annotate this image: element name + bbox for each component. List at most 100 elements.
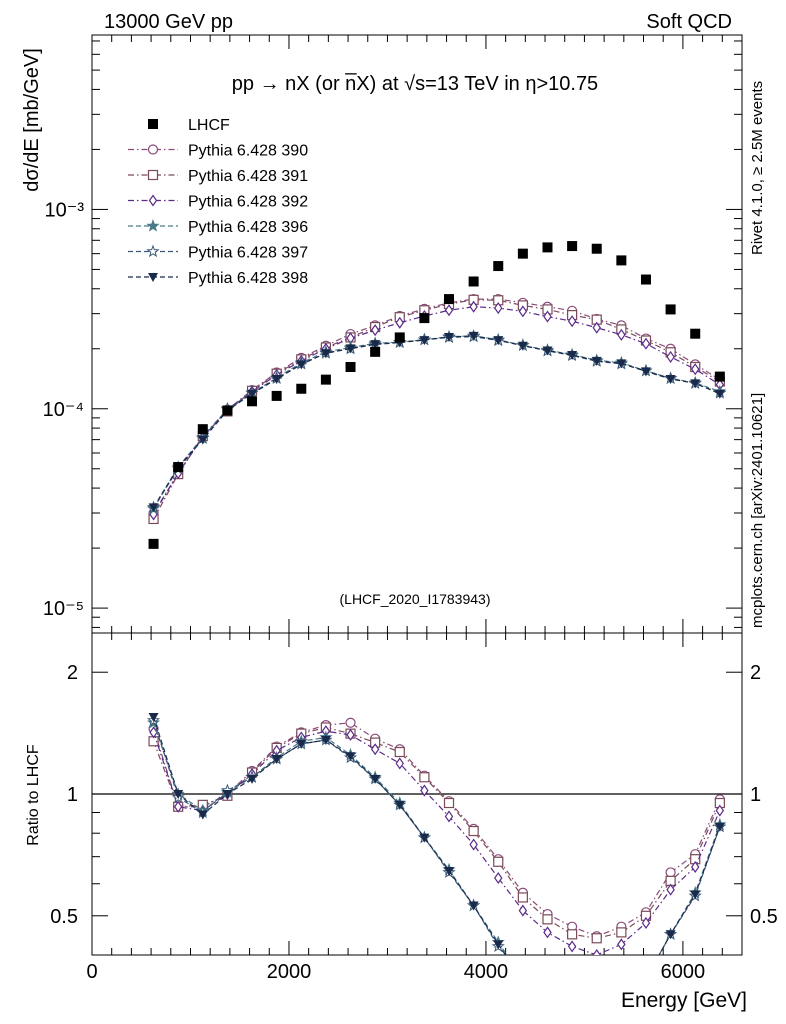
legend-item-data: LHCF bbox=[148, 117, 230, 134]
ratio-point-p391 bbox=[468, 825, 479, 837]
ratio-point-p391 bbox=[517, 892, 528, 903]
ratio-point-p398 bbox=[222, 790, 233, 799]
main-plot-title: pp → nX (or n̅X) at √s=13 TeV in η>10.75 bbox=[232, 72, 598, 95]
data-point-p392 bbox=[641, 337, 651, 350]
data-point-p398 bbox=[247, 389, 258, 399]
data-point-data bbox=[640, 274, 651, 285]
data-point-p398 bbox=[148, 503, 159, 513]
data-point-data bbox=[468, 276, 479, 287]
ratio-point-p392 bbox=[715, 804, 725, 817]
ratio-point-p398 bbox=[271, 755, 282, 765]
ratio-point-p398 bbox=[197, 810, 208, 820]
ratio-point-p392 bbox=[592, 948, 601, 955]
legend-label: Pythia 6.428 390 bbox=[188, 143, 308, 160]
data-point-data bbox=[690, 328, 701, 339]
series-data bbox=[148, 241, 725, 549]
data-point-data bbox=[444, 294, 455, 305]
legend-marker bbox=[147, 169, 159, 181]
legend-item-p397: Pythia 6.428 397 bbox=[128, 245, 308, 262]
data-point-p392 bbox=[494, 302, 503, 315]
ratio-point-p391 bbox=[493, 856, 504, 867]
ratio-point-p392 bbox=[469, 838, 478, 851]
data-point-data bbox=[394, 332, 405, 343]
ratio-axis-ticks: 0 2000 4000 6000 0.5 0.5 1 1 2 2 bbox=[50, 633, 778, 983]
data-point-data bbox=[173, 462, 184, 473]
x-axis-label: Energy [GeV] bbox=[621, 989, 747, 1012]
data-point-data bbox=[222, 405, 233, 416]
ratio-point-p398 bbox=[394, 800, 405, 810]
ratio-point-p392 bbox=[641, 916, 651, 930]
legend-item-p398: Pythia 6.428 398 bbox=[128, 270, 308, 287]
data-point-p398 bbox=[567, 351, 578, 361]
data-point-p398 bbox=[517, 341, 528, 351]
legend-marker bbox=[146, 219, 160, 232]
legend-label: Pythia 6.428 396 bbox=[188, 219, 308, 236]
data-point-p398 bbox=[271, 375, 282, 385]
legend-item-p396: Pythia 6.428 396 bbox=[128, 219, 308, 236]
y-tick-label-ratio: 1 bbox=[67, 784, 78, 806]
category-header: Soft QCD bbox=[646, 11, 732, 33]
ratio-point-p398 bbox=[690, 890, 701, 900]
legend-marker bbox=[148, 119, 158, 129]
series-line-p392 bbox=[153, 306, 721, 515]
legend-marker bbox=[147, 144, 159, 155]
y-tick-label-ratio: 2 bbox=[67, 662, 78, 684]
data-point-data bbox=[197, 424, 208, 435]
legend: LHCF Pythia 6.428 390 Pythia 6.428 391 Pyth… bbox=[128, 117, 308, 287]
data-point-p392 bbox=[395, 316, 404, 329]
legend-item-p390: Pythia 6.428 390 bbox=[128, 143, 308, 160]
ratio-point-p398 bbox=[320, 735, 331, 745]
data-point-data bbox=[419, 313, 430, 324]
ratio-point-p391 bbox=[591, 933, 602, 944]
ratio-point-p391 bbox=[567, 929, 578, 940]
legend-label: Pythia 6.428 392 bbox=[188, 194, 308, 211]
data-point-data bbox=[542, 242, 553, 253]
data-point-data bbox=[320, 374, 331, 385]
data-point-p398 bbox=[591, 356, 602, 366]
legend-label: Pythia 6.428 397 bbox=[188, 245, 308, 262]
legend-marker bbox=[148, 273, 158, 282]
data-point-p398 bbox=[690, 379, 701, 389]
ratio-point-p392 bbox=[370, 743, 380, 756]
data-point-p398 bbox=[640, 367, 651, 377]
main-series-group bbox=[146, 241, 727, 549]
y-tick-label-ratio-right: 2 bbox=[750, 662, 761, 684]
legend-label: Pythia 6.428 391 bbox=[188, 168, 308, 185]
ratio-point-p392 bbox=[518, 904, 528, 917]
data-point-p398 bbox=[296, 360, 307, 370]
data-point-p398 bbox=[468, 331, 479, 341]
data-point-p392 bbox=[690, 363, 700, 376]
data-point-p398 bbox=[542, 346, 553, 356]
ratio-point-p398 bbox=[148, 712, 159, 722]
ratio-point-p398 bbox=[665, 930, 676, 940]
x-tick-label: 0 bbox=[86, 961, 97, 983]
ratio-point-p392 bbox=[567, 940, 577, 953]
ratio-point-p392 bbox=[494, 871, 503, 885]
data-point-p398 bbox=[665, 375, 676, 385]
data-point-p398 bbox=[444, 333, 455, 343]
main-axis-ticks: 10⁻⁵ 10⁻⁴ 10⁻³ bbox=[43, 35, 743, 633]
rivet-label: Rivet 4.1.0, ≥ 2.5M events bbox=[749, 81, 766, 255]
data-point-data bbox=[493, 261, 504, 272]
data-point-data bbox=[517, 248, 528, 259]
x-tick-label: 6000 bbox=[661, 961, 706, 983]
ratio-point-p390 bbox=[665, 867, 676, 878]
ratio-point-p392 bbox=[395, 757, 404, 770]
ratio-point-p392 bbox=[666, 883, 675, 896]
legend-item-p392: Pythia 6.428 392 bbox=[128, 194, 308, 211]
ratio-point-p391 bbox=[419, 772, 430, 783]
y-tick-label-ratio-right: 0.5 bbox=[750, 906, 778, 928]
data-point-p392 bbox=[370, 324, 380, 337]
data-point-p398 bbox=[345, 344, 356, 354]
data-point-p398 bbox=[419, 336, 430, 346]
ratio-point-p391 bbox=[542, 914, 553, 925]
ratio-point-p392 bbox=[690, 860, 700, 874]
x-tick-label: 2000 bbox=[267, 961, 312, 983]
ratio-point-p392 bbox=[617, 938, 626, 951]
ratio-point-p390 bbox=[345, 717, 356, 728]
data-point-data bbox=[247, 396, 258, 407]
ratio-point-p398 bbox=[370, 774, 381, 784]
data-point-data bbox=[296, 383, 307, 394]
data-point-data bbox=[148, 538, 159, 549]
